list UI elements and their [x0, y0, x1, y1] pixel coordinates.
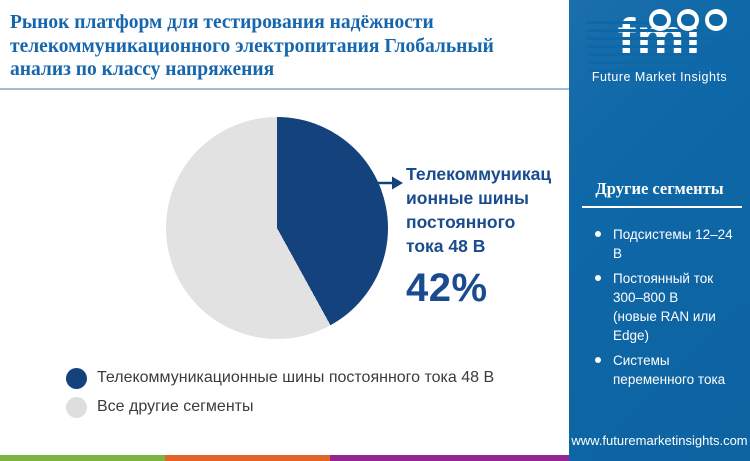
fmi-logo-subtitle: Future Market Insights	[591, 70, 728, 84]
list-item: Подсистемы 12–24 В	[595, 225, 739, 263]
page-title-line: анализ по классу напряжения	[10, 59, 275, 80]
title-divider	[0, 88, 569, 90]
legend-swatch-navy	[66, 367, 87, 389]
bullet-icon	[595, 275, 601, 281]
website-link[interactable]: www.futuremarketinsights.com	[571, 433, 748, 448]
page-title: Рынок платформ для тестирования надёжнос…	[10, 11, 566, 82]
legend-label: Телекоммуникационные шины постоянного то…	[97, 369, 495, 386]
list-item-line: (новые RAN или	[613, 309, 716, 324]
list-item-line: Постоянный ток	[613, 271, 714, 286]
footer-strip-purple	[330, 455, 569, 461]
list-item-line: переменного тока	[613, 372, 726, 387]
bullet-icon	[595, 231, 601, 237]
globe-europe-icon	[677, 9, 699, 31]
callout-arrow-icon	[361, 176, 403, 190]
legend-row: Все другие сегменты	[66, 396, 494, 418]
slice-callout-line: ионные шины	[406, 188, 529, 208]
legend-label: Все другие сегменты	[97, 398, 254, 415]
list-item-line: 300–800 В	[613, 290, 679, 305]
page-title-line: Рынок платформ для тестирования надёжнос…	[10, 12, 434, 33]
slice-callout-line: Телекоммуникац	[406, 164, 552, 184]
other-segments-list: Подсистемы 12–24 В Постоянный ток 300–80…	[595, 225, 739, 395]
legend-swatch-gray	[66, 396, 87, 418]
globe-asia-icon	[705, 9, 727, 31]
footer-strip-green	[0, 455, 165, 461]
list-item-text: Подсистемы 12–24 В	[613, 225, 733, 263]
slice-value: 42%	[406, 266, 488, 310]
pie-chart	[166, 117, 388, 339]
list-item: Постоянный ток 300–800 В (новые RAN или …	[595, 269, 739, 345]
list-item: Системы переменного тока	[595, 351, 739, 389]
sidebar-heading-divider	[582, 206, 742, 208]
bullet-icon	[595, 357, 601, 363]
list-item-line: Edge)	[613, 328, 650, 343]
list-item-line: Подсистемы 12–24	[613, 227, 733, 242]
slice-callout-line: постоянного	[406, 212, 516, 232]
page-title-line: телекоммуникационного электропитания Гло…	[10, 35, 494, 57]
slice-callout: Телекоммуникац ионные шины постоянного т…	[406, 162, 574, 309]
chart-legend: Телекоммуникационные шины постоянного то…	[66, 367, 494, 425]
list-item-text: Постоянный ток 300–800 В (новые RAN или …	[613, 269, 716, 345]
legend-row: Телекоммуникационные шины постоянного то…	[66, 367, 494, 389]
sidebar: fmi Future Market Insights Другие сегмен…	[569, 0, 750, 461]
globe-americas-icon	[649, 9, 671, 31]
slice-callout-line: тока 48 В	[406, 236, 486, 256]
list-item-text: Системы переменного тока	[613, 351, 725, 389]
list-item-line: Системы	[613, 353, 670, 368]
footer-strip-orange	[165, 455, 330, 461]
sidebar-heading: Другие сегменты	[595, 179, 724, 198]
fmi-logo: fmi Future Market Insights	[569, 4, 750, 90]
list-item-line: В	[613, 246, 623, 261]
